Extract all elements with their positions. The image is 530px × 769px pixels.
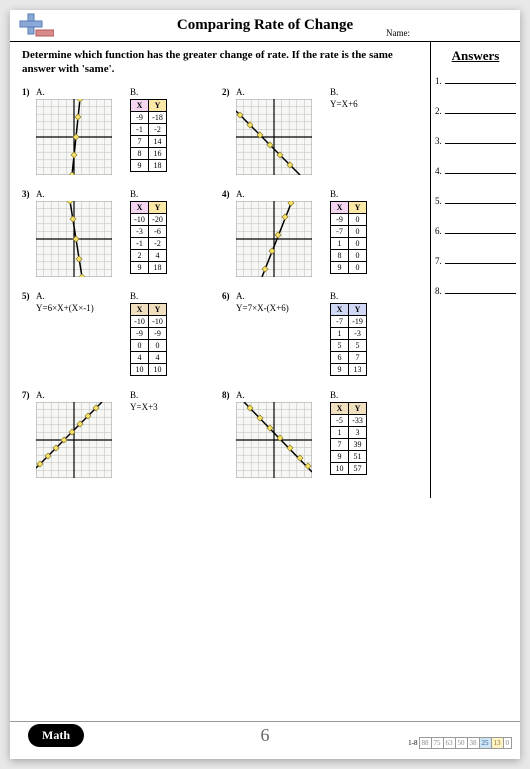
problem: 8)A. B. XY-5-33137399511057: [222, 390, 422, 478]
problem: 2)A. B. Y=X+6: [222, 87, 422, 175]
col-label: A.: [236, 390, 326, 400]
footer: Math 6 1-8 887563503825130: [10, 721, 520, 749]
problems-grid: 1)A.B.XY-9-18-1-27148169182)A.B.Y=X+63)A…: [22, 87, 422, 478]
col-label: A.: [36, 390, 126, 400]
problem: 7)A. B. Y=X+3: [22, 390, 222, 478]
problem-row: 5)A.Y=6×X+(X×-1)B.XY-10-10-9-9004410106)…: [22, 291, 422, 376]
math-badge: Math: [28, 724, 84, 747]
graph-icon: [36, 99, 112, 175]
problem-col: A.: [236, 390, 326, 478]
score-cell: 75: [431, 737, 444, 749]
xy-table: XY-10-20-3-6-1-224918: [130, 201, 167, 274]
problem: 3)A. B. XY-10-20-3-6-1-224918: [22, 189, 222, 277]
problem-number: 3): [22, 189, 36, 199]
equation: Y=7×X-(X+6): [236, 303, 326, 313]
col-label: B.: [130, 189, 167, 199]
problem-number: 4): [222, 189, 236, 199]
problem-col: B. Y=X+6: [330, 87, 358, 109]
problem-col: A.: [36, 189, 126, 277]
answer-line: 2.: [435, 104, 516, 116]
answer-line: 4.: [435, 164, 516, 176]
problem-number: 6): [222, 291, 236, 301]
score-cell: 38: [467, 737, 480, 749]
answer-line: 7.: [435, 254, 516, 266]
answer-line: 8.: [435, 284, 516, 296]
problem-col: B. XY-10-10-9-900441010: [130, 291, 167, 376]
problem-row: 7)A.B.Y=X+38)A.B.XY-5-33137399511057: [22, 390, 422, 478]
col-label: B.: [330, 390, 367, 400]
problem-col: B. XY-90-70108090: [330, 189, 367, 274]
xy-table: XY-9-18-1-2714816918: [130, 99, 167, 172]
worksheet-page: Comparing Rate of Change Name: Determine…: [10, 10, 520, 759]
problem: 4)A. B. XY-90-70108090: [222, 189, 422, 277]
graph-icon: [36, 402, 112, 478]
score-cell: 0: [503, 737, 513, 749]
answer-line: 5.: [435, 194, 516, 206]
problem: 5)A. Y=6×X+(X×-1) B. XY-10-10-9-900441010: [22, 291, 222, 376]
score-cell: 63: [443, 737, 456, 749]
problem: 6)A. Y=7×X-(X+6) B. XY-7-191-35567913: [222, 291, 422, 376]
xy-table: XY-90-70108090: [330, 201, 367, 274]
problem-number: 1): [22, 87, 36, 97]
col-label: A.: [36, 291, 126, 301]
content-area: Determine which function has the greater…: [10, 42, 520, 498]
col-label: B.: [330, 189, 367, 199]
col-label: B.: [130, 291, 167, 301]
graph-icon: [36, 201, 112, 277]
graph-icon: [236, 201, 312, 277]
problem-col: A.: [236, 87, 326, 175]
col-label: B.: [330, 291, 367, 301]
problem-col: B. XY-9-18-1-2714816918: [130, 87, 167, 172]
problem-col: A.: [236, 189, 326, 277]
col-label: A.: [36, 87, 126, 97]
problem-col: B. XY-10-20-3-6-1-224918: [130, 189, 167, 274]
equation: Y=X+6: [330, 99, 358, 109]
problem-number: 8): [222, 390, 236, 400]
score-strip: 1-8 887563503825130: [408, 739, 512, 747]
xy-table: XY-10-10-9-900441010: [130, 303, 167, 376]
graph-icon: [236, 402, 312, 478]
problem-row: 3)A.B.XY-10-20-3-6-1-2249184)A.B.XY-90-7…: [22, 189, 422, 277]
col-label: A.: [36, 189, 126, 199]
instructions: Determine which function has the greater…: [22, 48, 422, 77]
col-label: A.: [236, 87, 326, 97]
name-label: Name:: [386, 28, 410, 38]
problem-number: 7): [22, 390, 36, 400]
problem-col: A. Y=6×X+(X×-1): [36, 291, 126, 313]
plus-minus-icon: [16, 12, 54, 45]
answers-column: Answers 1. 2. 3. 4. 5. 6. 7. 8.: [430, 42, 520, 498]
xy-table: XY-7-191-35567913: [330, 303, 367, 376]
problem-col: B. Y=X+3: [130, 390, 158, 412]
page-title: Comparing Rate of Change: [10, 17, 520, 34]
score-cell: 88: [419, 737, 432, 749]
problem-col: B. XY-7-191-35567913: [330, 291, 367, 376]
xy-table: XY-5-33137399511057: [330, 402, 367, 475]
col-label: B.: [130, 390, 158, 400]
score-cell: 50: [455, 737, 468, 749]
main-column: Determine which function has the greater…: [10, 42, 430, 498]
graph-icon: [236, 99, 312, 175]
problem-number: 2): [222, 87, 236, 97]
problem-number: 5): [22, 291, 36, 301]
header: Comparing Rate of Change Name:: [10, 10, 520, 42]
problem: 1)A. B. XY-9-18-1-2714816918: [22, 87, 222, 175]
col-label: A.: [236, 189, 326, 199]
problem-row: 1)A.B.XY-9-18-1-27148169182)A.B.Y=X+6: [22, 87, 422, 175]
problem-col: A. Y=7×X-(X+6): [236, 291, 326, 313]
score-label: 1-8: [408, 739, 417, 747]
score-cell: 13: [491, 737, 504, 749]
equation: Y=X+3: [130, 402, 158, 412]
answer-line: 6.: [435, 224, 516, 236]
col-label: B.: [330, 87, 358, 97]
problem-col: A.: [36, 87, 126, 175]
equation: Y=6×X+(X×-1): [36, 303, 126, 313]
problem-col: B. XY-5-33137399511057: [330, 390, 367, 475]
problem-col: A.: [36, 390, 126, 478]
answer-line: 3.: [435, 134, 516, 146]
answer-line: 1.: [435, 74, 516, 86]
col-label: B.: [130, 87, 167, 97]
score-cell: 25: [479, 737, 492, 749]
answers-title: Answers: [435, 48, 516, 64]
col-label: A.: [236, 291, 326, 301]
